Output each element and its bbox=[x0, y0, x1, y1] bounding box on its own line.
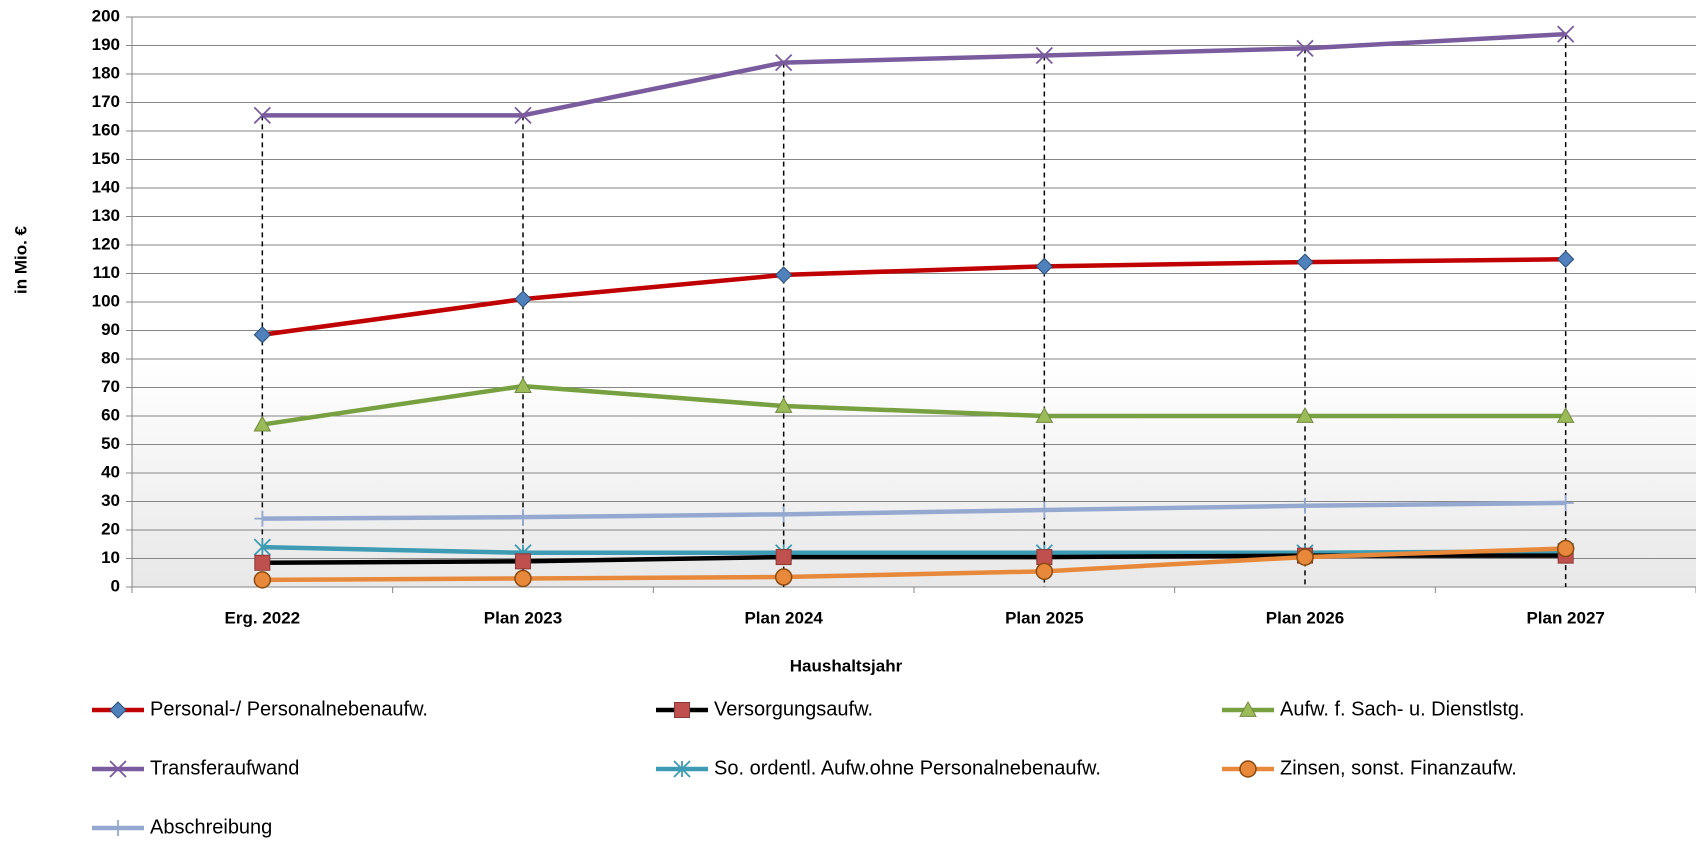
marker bbox=[1557, 25, 1575, 43]
marker bbox=[1296, 548, 1314, 566]
y-tick-label: 130 bbox=[92, 206, 120, 225]
y-tick-label: 0 bbox=[111, 576, 120, 595]
y-tick-label: 40 bbox=[101, 462, 120, 481]
marker bbox=[1556, 406, 1575, 423]
y-tick-label: 80 bbox=[101, 348, 120, 367]
x-tick-label: Erg. 2022 bbox=[225, 608, 301, 627]
legend-marker bbox=[109, 701, 127, 719]
series-line bbox=[262, 544, 1566, 556]
marker bbox=[1035, 257, 1054, 276]
marker bbox=[774, 396, 793, 413]
marker bbox=[1296, 406, 1314, 423]
marker bbox=[253, 571, 272, 589]
series-line bbox=[262, 31, 1566, 118]
marker bbox=[515, 553, 531, 570]
marker bbox=[1296, 39, 1314, 57]
legend-label: Zinsen, sonst. Finanzaufw. bbox=[1280, 757, 1517, 779]
series bbox=[253, 250, 1575, 344]
x-tick-label: Plan 2023 bbox=[484, 608, 562, 627]
marker bbox=[1036, 502, 1053, 519]
y-tick-label: 50 bbox=[101, 434, 120, 453]
y-tick-label: 70 bbox=[101, 377, 120, 396]
series-line bbox=[262, 257, 1566, 338]
series bbox=[253, 25, 1575, 124]
x-tick-label: Plan 2026 bbox=[1266, 608, 1344, 627]
marker bbox=[1556, 250, 1575, 268]
y-tick-label: 200 bbox=[92, 6, 120, 25]
marker bbox=[514, 290, 532, 308]
marker bbox=[774, 568, 793, 586]
x-axis-title: Haushaltsjahr bbox=[790, 656, 903, 675]
marker bbox=[253, 538, 271, 556]
marker bbox=[775, 549, 792, 566]
series-line bbox=[262, 500, 1566, 521]
marker bbox=[775, 506, 792, 523]
x-tick-label: Plan 2024 bbox=[744, 608, 823, 627]
legend-marker bbox=[674, 702, 690, 718]
marker bbox=[1035, 406, 1054, 423]
y-tick-label: 10 bbox=[101, 548, 120, 567]
y-tick-label: 180 bbox=[92, 63, 120, 82]
legend-label: Aufw. f. Sach- u. Dienstlstg. bbox=[1280, 698, 1525, 720]
y-tick-label: 20 bbox=[101, 519, 120, 538]
series-line bbox=[262, 383, 1566, 427]
marker bbox=[254, 510, 271, 527]
y-tick-label: 170 bbox=[92, 92, 120, 111]
y-tick-label: 120 bbox=[92, 234, 120, 253]
x-tick-label: Plan 2027 bbox=[1526, 608, 1604, 627]
marker bbox=[1036, 549, 1053, 566]
marker bbox=[253, 106, 271, 124]
legend-marker bbox=[673, 760, 691, 778]
series-line bbox=[262, 546, 1566, 583]
y-tick-label: 100 bbox=[92, 291, 120, 310]
legend-label: Versorgungsaufw. bbox=[714, 698, 873, 720]
marker bbox=[514, 569, 532, 588]
marker bbox=[514, 377, 532, 393]
legend-marker bbox=[110, 820, 126, 836]
y-tick-label: 60 bbox=[101, 405, 120, 424]
series bbox=[253, 539, 1575, 589]
marker bbox=[1035, 46, 1053, 65]
marker bbox=[1296, 253, 1314, 271]
marker bbox=[775, 53, 793, 72]
marker bbox=[1297, 497, 1313, 514]
y-tick-label: 140 bbox=[92, 177, 120, 196]
marker bbox=[1035, 562, 1054, 581]
x-tick-label: Plan 2025 bbox=[1005, 608, 1083, 627]
legend-marker bbox=[1239, 700, 1257, 717]
legend-label: Transferaufwand bbox=[150, 757, 299, 779]
y-tick-label: 30 bbox=[101, 491, 120, 510]
series bbox=[254, 494, 1574, 527]
marker bbox=[1556, 539, 1575, 558]
y-tick-label: 190 bbox=[92, 35, 120, 54]
legend-marker bbox=[109, 760, 127, 778]
y-tick-label: 160 bbox=[92, 120, 120, 139]
marker bbox=[254, 554, 271, 571]
marker bbox=[253, 326, 272, 344]
legend-label: Personal-/ Personalnebenaufw. bbox=[150, 698, 428, 720]
marker bbox=[514, 106, 532, 124]
marker bbox=[515, 509, 531, 526]
legend-label: Abschreibung bbox=[150, 816, 272, 838]
marker bbox=[774, 266, 793, 284]
y-tick-label: 150 bbox=[92, 149, 120, 168]
legend-label: So. ordentl. Aufw.ohne Personalnebenaufw… bbox=[714, 757, 1101, 779]
marker bbox=[253, 415, 272, 432]
marker bbox=[1557, 494, 1574, 511]
legend-marker bbox=[1239, 760, 1257, 778]
y-tick-label: 90 bbox=[101, 320, 120, 339]
y-tick-label: 110 bbox=[93, 263, 120, 282]
y-axis-title: in Mio. € bbox=[11, 225, 30, 294]
series bbox=[253, 377, 1575, 432]
